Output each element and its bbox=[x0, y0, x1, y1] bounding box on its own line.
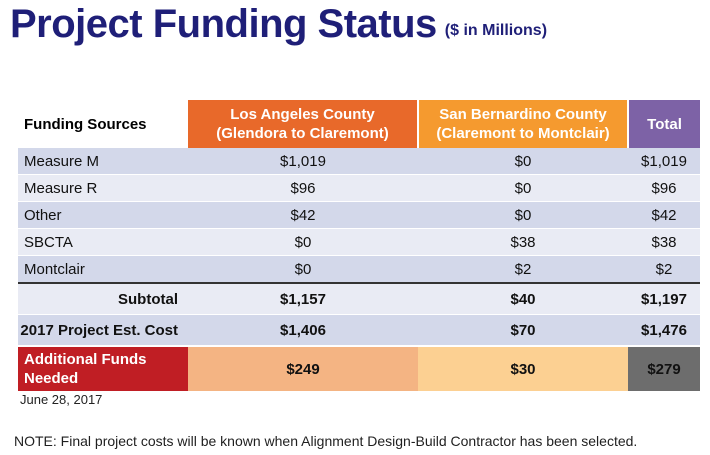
additional-total-value: $279 bbox=[628, 345, 700, 391]
la-value-cell: $0 bbox=[188, 228, 418, 256]
page-title: Project Funding Status ($ in Millions) bbox=[10, 2, 547, 47]
total-value-cell: $42 bbox=[628, 201, 700, 229]
sb-value-cell: $2 bbox=[418, 255, 628, 284]
sb-value-cell: $0 bbox=[418, 174, 628, 202]
source-cell: Other bbox=[18, 201, 188, 229]
additional-label-line2: Needed bbox=[24, 370, 79, 387]
sb-value-cell: $0 bbox=[418, 148, 628, 175]
subtotal-total-value: $1,197 bbox=[628, 282, 700, 315]
total-value-cell: $2 bbox=[628, 255, 700, 284]
subtitle-text: ($ in Millions) bbox=[444, 22, 548, 39]
table-row: SBCTA $0 $38 $38 bbox=[18, 228, 700, 256]
subtotal-label: Subtotal bbox=[18, 282, 188, 315]
source-cell: Montclair bbox=[18, 255, 188, 284]
header-sb-segment: (Claremont to Montclair) bbox=[436, 125, 610, 142]
header-total: Total bbox=[628, 100, 700, 148]
subtotal-la-value: $1,157 bbox=[188, 282, 418, 315]
estimate-total-value: $1,476 bbox=[628, 314, 700, 346]
sb-value-cell: $38 bbox=[418, 228, 628, 256]
subtotal-row: Subtotal $1,157 $40 $1,197 bbox=[18, 282, 700, 315]
footnote: NOTE: Final project costs will be known … bbox=[14, 433, 638, 449]
title-text: Project Funding Status bbox=[10, 2, 437, 46]
table-header-row: Funding Sources Los Angeles County (Glen… bbox=[18, 100, 700, 148]
la-value-cell: $96 bbox=[188, 174, 418, 202]
additional-la-value: $249 bbox=[188, 345, 418, 391]
header-sb-name: San Bernardino County bbox=[439, 106, 607, 123]
header-san-bernardino-county: San Bernardino County (Claremont to Mont… bbox=[418, 100, 629, 148]
header-funding-sources: Funding Sources bbox=[18, 100, 188, 148]
total-value-cell: $96 bbox=[628, 174, 700, 202]
estimate-label: 2017 Project Est. Cost bbox=[18, 314, 188, 346]
estimate-la-value: $1,406 bbox=[188, 314, 418, 346]
source-cell: Measure M bbox=[18, 148, 188, 175]
additional-sb-value: $30 bbox=[418, 345, 628, 391]
total-value-cell: $38 bbox=[628, 228, 700, 256]
source-cell: Measure R bbox=[18, 174, 188, 202]
la-value-cell: $42 bbox=[188, 201, 418, 229]
additional-funds-row: Additional Funds Needed $249 $30 $279 bbox=[18, 345, 700, 391]
header-la-segment: (Glendora to Claremont) bbox=[216, 125, 389, 142]
date-label: June 28, 2017 bbox=[20, 392, 103, 407]
la-value-cell: $1,019 bbox=[188, 148, 418, 175]
sb-value-cell: $0 bbox=[418, 201, 628, 229]
header-la-name: Los Angeles County bbox=[230, 106, 375, 123]
additional-label-line1: Additional Funds bbox=[24, 351, 147, 368]
estimate-sb-value: $70 bbox=[418, 314, 628, 346]
estimate-row: 2017 Project Est. Cost $1,406 $70 $1,476 bbox=[18, 314, 700, 346]
source-cell: SBCTA bbox=[18, 228, 188, 256]
table-row: Other $42 $0 $42 bbox=[18, 201, 700, 229]
table-row: Montclair $0 $2 $2 bbox=[18, 255, 700, 284]
header-los-angeles-county: Los Angeles County (Glendora to Claremon… bbox=[188, 100, 419, 148]
additional-funds-label: Additional Funds Needed bbox=[18, 345, 188, 391]
funding-table: Funding Sources Los Angeles County (Glen… bbox=[18, 100, 700, 391]
subtotal-sb-value: $40 bbox=[418, 282, 628, 315]
total-value-cell: $1,019 bbox=[628, 148, 700, 175]
la-value-cell: $0 bbox=[188, 255, 418, 284]
table-row: Measure R $96 $0 $96 bbox=[18, 174, 700, 202]
table-row: Measure M $1,019 $0 $1,019 bbox=[18, 148, 700, 175]
